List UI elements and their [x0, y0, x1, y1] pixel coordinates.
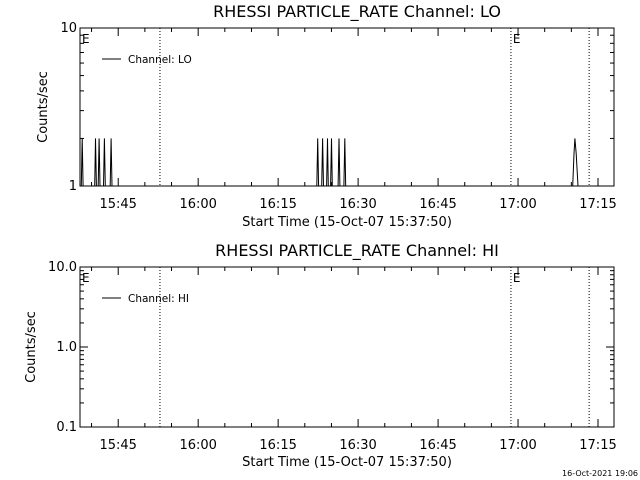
- hi-channel-panel: RHESSI PARTICLE_RATE Channel: HI 15:45 16:…: [24, 241, 617, 470]
- x-tick-label: 17:15: [579, 197, 616, 212]
- lo-channel-panel: RHESSI PARTICLE_RATE Channel: LO 15:45 16:…: [36, 2, 617, 230]
- legend-label: Channel: LO: [128, 54, 192, 66]
- event-marker-label: E: [82, 32, 90, 46]
- event-marker-label: E: [82, 271, 90, 285]
- event-marker-label: E: [513, 271, 521, 285]
- x-tick-label: 16:30: [339, 438, 376, 453]
- series-line: [80, 138, 579, 187]
- x-tick-label: 16:00: [179, 197, 216, 212]
- x-tick-label: 16:15: [259, 438, 296, 453]
- chart-title: RHESSI PARTICLE_RATE Channel: HI: [215, 241, 499, 261]
- x-tick-label: 17:15: [579, 438, 616, 453]
- y-tick-label: 1: [69, 179, 77, 194]
- event-marker-label: E: [513, 32, 521, 46]
- x-tick-label: 16:45: [419, 197, 456, 212]
- x-tick-label: 17:00: [499, 438, 536, 453]
- y-tick-label: 10.0: [48, 260, 77, 275]
- y-axis-label: Counts/sec: [24, 311, 39, 383]
- x-tick-label: 15:45: [99, 197, 136, 212]
- x-axis-label: Start Time (15-Oct-07 15:37:50): [242, 455, 452, 470]
- y-tick-label: 10: [60, 21, 77, 36]
- legend-label: Channel: HI: [128, 293, 189, 305]
- x-tick-label: 15:45: [99, 438, 136, 453]
- chart-title: RHESSI PARTICLE_RATE Channel: LO: [213, 2, 501, 22]
- x-axis-label: Start Time (15-Oct-07 15:37:50): [242, 215, 452, 230]
- generation-timestamp: 16-Oct-2021 19:06: [562, 469, 638, 478]
- x-tick-label: 16:15: [259, 197, 296, 212]
- y-tick-label: 1.0: [56, 340, 77, 355]
- y-tick-label: 0.1: [56, 420, 77, 435]
- x-tick-label: 16:00: [179, 438, 216, 453]
- y-axis-label: Counts/sec: [36, 71, 51, 143]
- x-tick-label: 16:30: [339, 197, 376, 212]
- x-tick-label: 17:00: [499, 197, 536, 212]
- x-tick-label: 16:45: [419, 438, 456, 453]
